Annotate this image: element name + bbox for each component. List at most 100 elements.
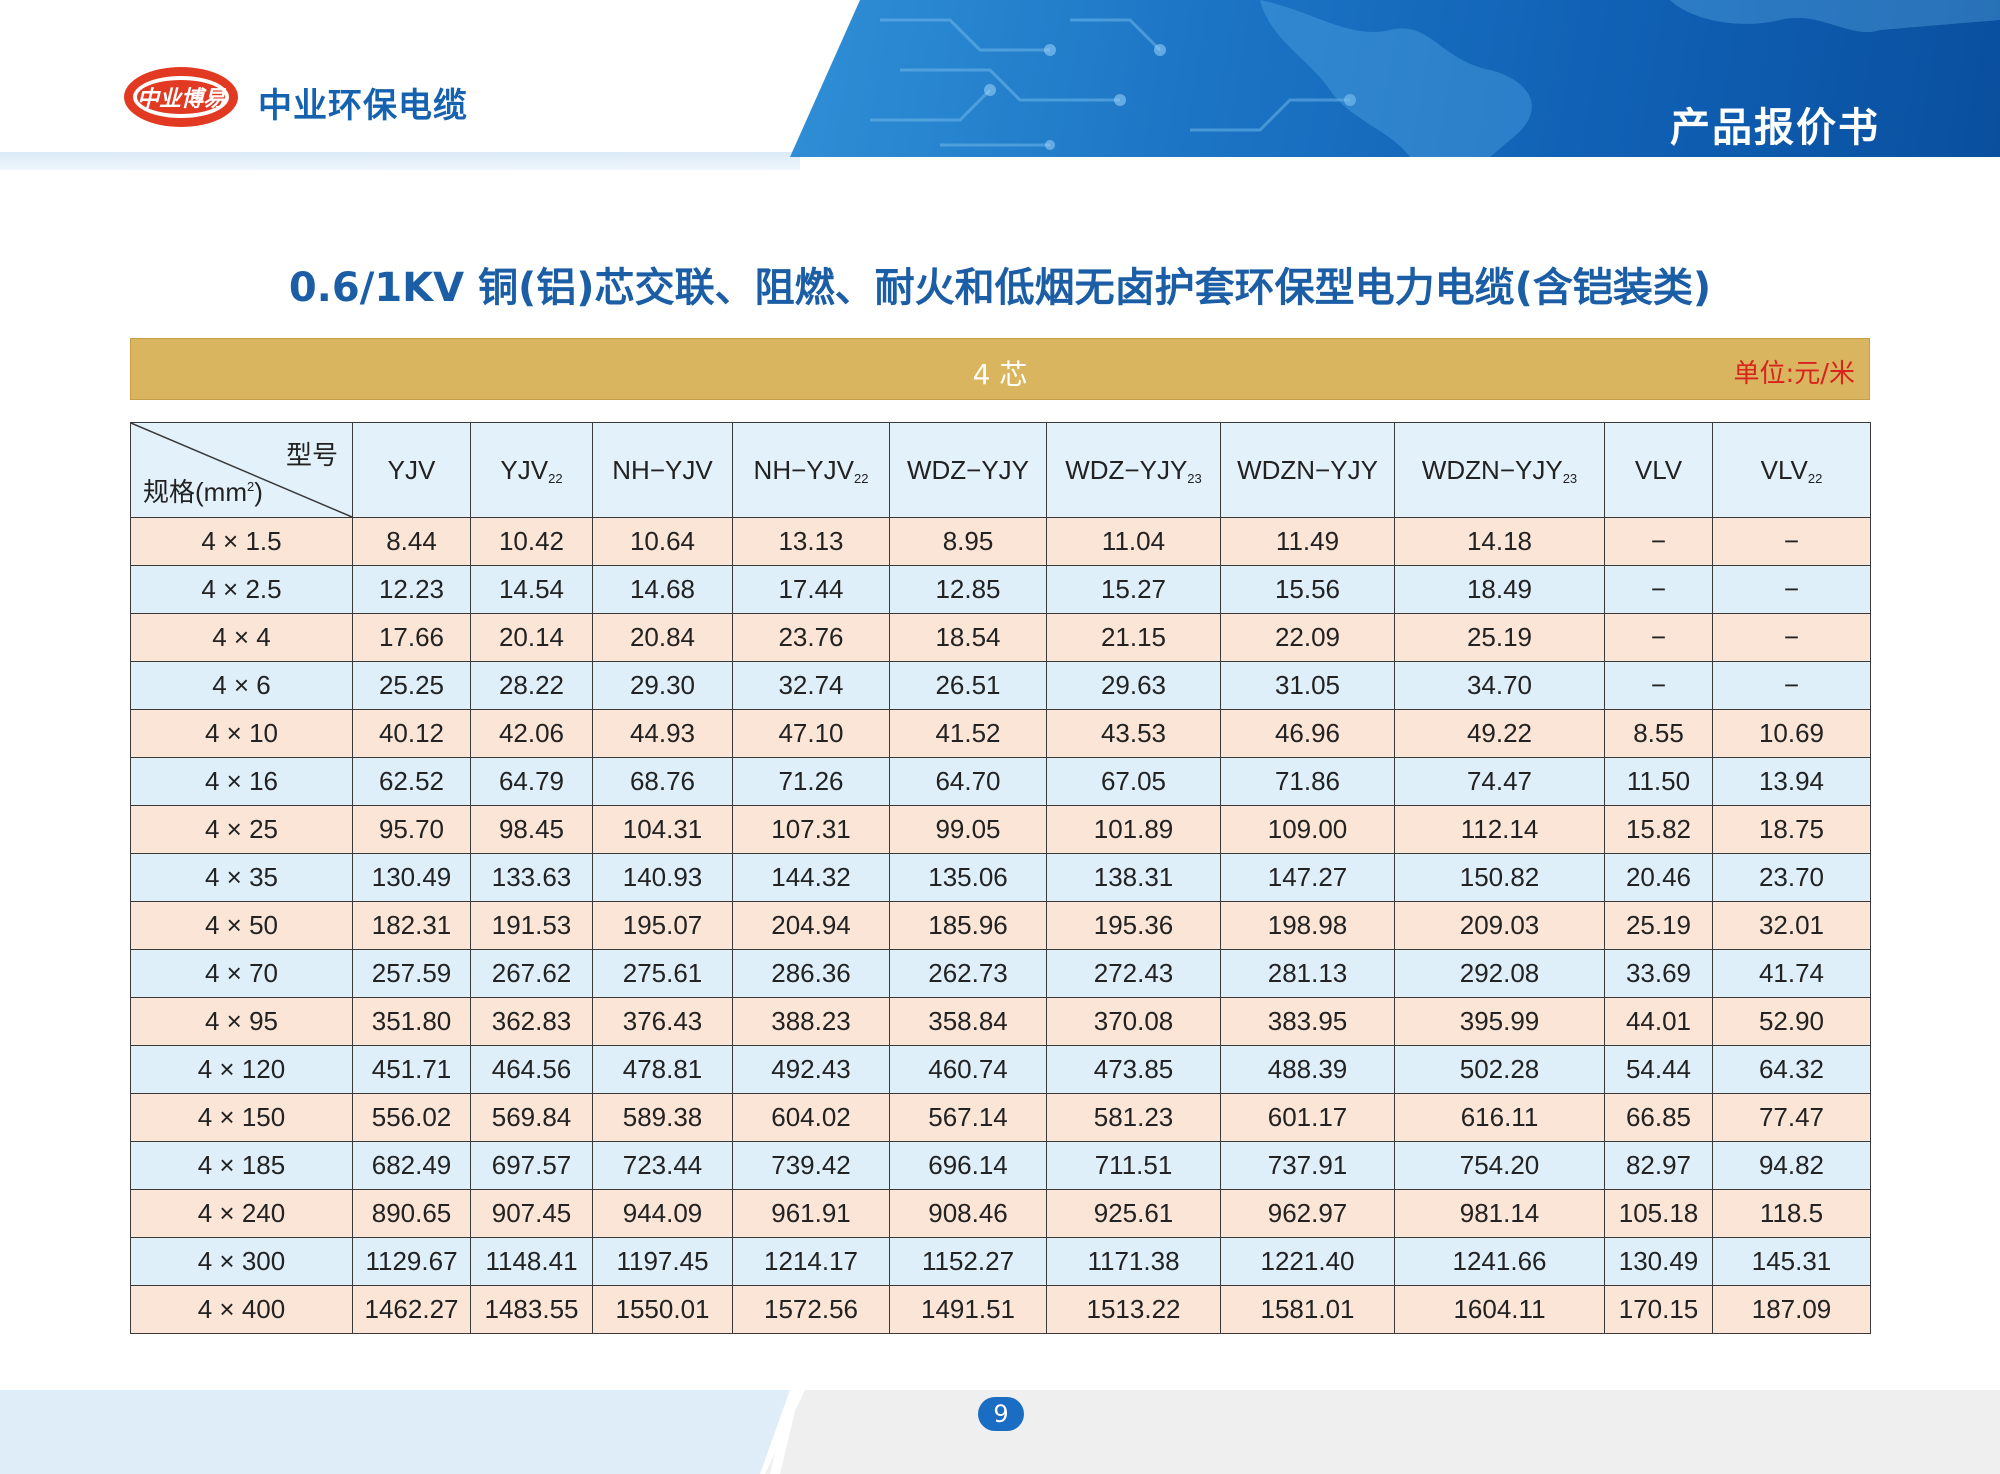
spec-cell: 4 × 16 — [130, 757, 353, 806]
price-cell: 14.54 — [470, 565, 593, 614]
price-cell: − — [1712, 613, 1871, 662]
price-cell: 29.63 — [1046, 661, 1221, 710]
price-cell: 272.43 — [1046, 949, 1221, 998]
spec-cell: 4 × 50 — [130, 901, 353, 950]
price-cell: 723.44 — [592, 1141, 733, 1190]
price-cell: − — [1604, 613, 1713, 662]
price-cell: 464.56 — [470, 1045, 593, 1094]
spec-cell: 4 × 10 — [130, 709, 353, 758]
company-logo: 中业博易 — [122, 62, 240, 132]
price-cell: 74.47 — [1394, 757, 1605, 806]
price-cell: 130.49 — [352, 853, 471, 902]
price-cell: 478.81 — [592, 1045, 733, 1094]
price-cell: 604.02 — [732, 1093, 890, 1142]
price-cell: 589.38 — [592, 1093, 733, 1142]
company-name: 中业环保电缆 — [258, 86, 468, 126]
table-row: 4 × 400 1462.27 1483.55 1550.01 1572.56 1491.… — [130, 1285, 1871, 1334]
price-cell: 32.01 — [1712, 901, 1871, 950]
price-cell: 739.42 — [732, 1141, 890, 1190]
column-header: YJV22 — [470, 422, 593, 518]
price-cell: 138.31 — [1046, 853, 1221, 902]
price-cell: 460.74 — [889, 1045, 1047, 1094]
price-cell: 257.59 — [352, 949, 471, 998]
price-cell: 1171.38 — [1046, 1237, 1221, 1286]
column-header: VLV — [1604, 422, 1713, 518]
price-cell: 41.52 — [889, 709, 1047, 758]
price-cell: 195.36 — [1046, 901, 1221, 950]
price-cell: 492.43 — [732, 1045, 890, 1094]
price-cell: 33.69 — [1604, 949, 1713, 998]
price-cell: 44.93 — [592, 709, 733, 758]
price-cell: 198.98 — [1220, 901, 1395, 950]
spec-cell: 4 × 70 — [130, 949, 353, 998]
table-row: 4 × 50 182.31 191.53 195.07 204.94 185.96 195.… — [130, 901, 1871, 950]
price-cell: 292.08 — [1394, 949, 1605, 998]
price-cell: 13.94 — [1712, 757, 1871, 806]
price-cell: 17.66 — [352, 613, 471, 662]
price-cell: 12.85 — [889, 565, 1047, 614]
price-cell: 20.46 — [1604, 853, 1713, 902]
table-body: 4 × 1.5 8.44 10.42 10.64 13.13 8.95 11.04 11.49… — [130, 517, 1871, 1334]
price-table: 型号 规格(mm2) YJV YJV22 NH−YJV NH−YJV22 WDZ−YJY… — [130, 422, 1871, 1334]
price-cell: 395.99 — [1394, 997, 1605, 1046]
diagonal-line — [131, 423, 352, 517]
price-cell: 10.69 — [1712, 709, 1871, 758]
price-cell: 11.04 — [1046, 517, 1221, 566]
price-cell: 981.14 — [1394, 1189, 1605, 1238]
header-band — [0, 152, 800, 170]
price-cell: 11.50 — [1604, 757, 1713, 806]
price-cell: 944.09 — [592, 1189, 733, 1238]
price-cell: 925.61 — [1046, 1189, 1221, 1238]
price-cell: 286.36 — [732, 949, 890, 998]
price-cell: 105.18 — [1604, 1189, 1713, 1238]
column-header: NH−YJV22 — [732, 422, 890, 518]
price-cell: 94.82 — [1712, 1141, 1871, 1190]
price-cell: 962.97 — [1220, 1189, 1395, 1238]
circuit-map-graphic — [870, 0, 2000, 157]
price-cell: 185.96 — [889, 901, 1047, 950]
corner-header: 型号 规格(mm2) — [130, 422, 353, 518]
price-cell: 44.01 — [1604, 997, 1713, 1046]
column-header: VLV22 — [1712, 422, 1871, 518]
table-row: 4 × 10 40.12 42.06 44.93 47.10 41.52 43.53 46.9… — [130, 709, 1871, 758]
price-cell: 1572.56 — [732, 1285, 890, 1334]
price-cell: 1197.45 — [592, 1237, 733, 1286]
price-cell: 8.44 — [352, 517, 471, 566]
price-cell: 209.03 — [1394, 901, 1605, 950]
column-header: YJV — [352, 422, 471, 518]
price-cell: 130.49 — [1604, 1237, 1713, 1286]
price-cell: 31.05 — [1220, 661, 1395, 710]
price-cell: 98.45 — [470, 805, 593, 854]
price-cell: 1491.51 — [889, 1285, 1047, 1334]
price-cell: 383.95 — [1220, 997, 1395, 1046]
price-cell: 140.93 — [592, 853, 733, 902]
price-cell: 204.94 — [732, 901, 890, 950]
price-cell: 682.49 — [352, 1141, 471, 1190]
price-cell: − — [1712, 661, 1871, 710]
price-cell: 18.75 — [1712, 805, 1871, 854]
spec-cell: 4 × 2.5 — [130, 565, 353, 614]
price-cell: 488.39 — [1220, 1045, 1395, 1094]
price-cell: 101.89 — [1046, 805, 1221, 854]
price-cell: 40.12 — [352, 709, 471, 758]
price-cell: 556.02 — [352, 1093, 471, 1142]
price-cell: 14.18 — [1394, 517, 1605, 566]
price-cell: 29.30 — [592, 661, 733, 710]
table-header-row: 型号 规格(mm2) YJV YJV22 NH−YJV NH−YJV22 WDZ−YJY… — [130, 422, 1871, 518]
price-cell: 46.96 — [1220, 709, 1395, 758]
price-cell: 104.31 — [592, 805, 733, 854]
price-cell: 15.27 — [1046, 565, 1221, 614]
table-row: 4 × 300 1129.67 1148.41 1197.45 1214.17 1152.… — [130, 1237, 1871, 1286]
price-cell: 21.15 — [1046, 613, 1221, 662]
price-cell: 1550.01 — [592, 1285, 733, 1334]
price-cell: 13.13 — [732, 517, 890, 566]
price-cell: 20.84 — [592, 613, 733, 662]
price-cell: 191.53 — [470, 901, 593, 950]
table-row: 4 × 16 62.52 64.79 68.76 71.26 64.70 67.05 71.8… — [130, 757, 1871, 806]
price-cell: 34.70 — [1394, 661, 1605, 710]
column-header: WDZN−YJY — [1220, 422, 1395, 518]
price-cell: 15.56 — [1220, 565, 1395, 614]
price-cell: 696.14 — [889, 1141, 1047, 1190]
table-row: 4 × 150 556.02 569.84 589.38 604.02 567.14 581… — [130, 1093, 1871, 1142]
price-cell: 144.32 — [732, 853, 890, 902]
